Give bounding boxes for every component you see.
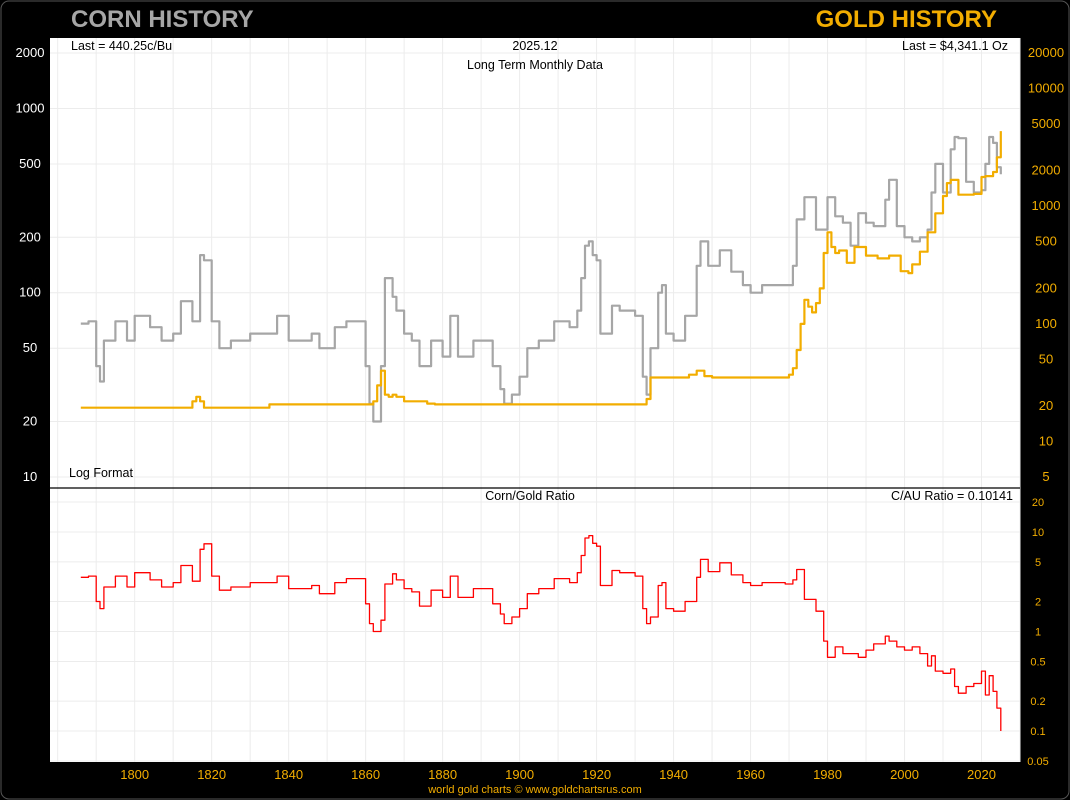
- ratio-axis-tick-label: 0.05: [1027, 756, 1048, 768]
- x-axis-tick-label: 1940: [659, 767, 688, 782]
- right-axis-tick-label: 10: [1039, 434, 1053, 449]
- right-axis-tick-label: 1000: [1032, 198, 1061, 213]
- left-axis-tick-label: 100: [19, 285, 41, 300]
- corn-history-title: CORN HISTORY: [71, 6, 254, 33]
- right-axis-tick-label: 5000: [1032, 116, 1061, 131]
- left-axis-tick-label: 500: [19, 156, 41, 171]
- log-format-label: Log Format: [69, 466, 133, 480]
- ratio-axis-tick-label: 0.2: [1030, 696, 1045, 708]
- corn-series-line: [80, 135, 1002, 423]
- gold-last-annotation: Last = $4,341.1 Oz: [902, 39, 1008, 53]
- x-axis-tick-label: 1900: [505, 767, 534, 782]
- right-axis-tick-label: 200: [1035, 280, 1057, 295]
- ratio-axis-tick-label: 20: [1032, 497, 1044, 509]
- ratio-title: Corn/Gold Ratio: [485, 489, 575, 503]
- ratio-axis-tick-label: 0.1: [1030, 726, 1045, 738]
- ratio-last-annotation: C/AU Ratio = 0.10141: [891, 489, 1013, 503]
- x-axis-tick-label: 2020: [967, 767, 996, 782]
- ratio-axis-tick-label: 5: [1035, 557, 1041, 569]
- ratio-axis-tick-label: 0.5: [1030, 656, 1045, 668]
- left-axis-tick-label: 10: [23, 469, 37, 484]
- ratio-series-line: [80, 534, 1002, 731]
- chart-title: Long Term Monthly Data: [467, 58, 603, 72]
- ratio-axis-tick-label: 2: [1035, 597, 1041, 609]
- x-axis-tick-label: 1920: [582, 767, 611, 782]
- corn-last-annotation: Last = 440.25c/Bu: [71, 39, 172, 53]
- ratio-axis-tick-label: 1: [1035, 627, 1041, 639]
- left-axis-tick-label: 1000: [16, 100, 45, 115]
- footer-credit: world gold charts © www.goldchartsrus.co…: [428, 784, 642, 796]
- x-axis-tick-label: 1820: [197, 767, 226, 782]
- ratio-axis-tick-label: 10: [1032, 527, 1044, 539]
- left-axis-tick-label: 20: [23, 414, 37, 429]
- x-axis-tick-label: 1980: [813, 767, 842, 782]
- right-axis-tick-label: 5: [1042, 469, 1049, 484]
- x-axis-tick-label: 2000: [890, 767, 919, 782]
- left-axis-tick-label: 2000: [16, 45, 45, 60]
- left-axis-tick-label: 50: [23, 340, 37, 355]
- x-axis-tick-label: 1860: [351, 767, 380, 782]
- x-axis-tick-label: 1800: [120, 767, 149, 782]
- gold-history-title: GOLD HISTORY: [815, 6, 997, 33]
- top-panel-bg: [50, 38, 1020, 488]
- right-axis-tick-label: 2000: [1032, 163, 1061, 178]
- right-axis-tick-label: 50: [1039, 351, 1053, 366]
- gold-series-line: [80, 131, 1002, 409]
- left-axis-tick-label: 200: [19, 229, 41, 244]
- x-axis-tick-label: 1960: [736, 767, 765, 782]
- x-axis-tick-label: 1880: [428, 767, 457, 782]
- right-axis-tick-label: 500: [1035, 234, 1057, 249]
- right-axis-tick-label: 20000: [1028, 45, 1064, 60]
- right-axis-tick-label: 20: [1039, 398, 1053, 413]
- x-axis-tick-label: 1840: [274, 767, 303, 782]
- right-axis-tick-label: 100: [1035, 316, 1057, 331]
- bottom-panel-bg: [50, 488, 1020, 762]
- right-axis-tick-label: 10000: [1028, 80, 1064, 95]
- date-label: 2025.12: [512, 39, 557, 53]
